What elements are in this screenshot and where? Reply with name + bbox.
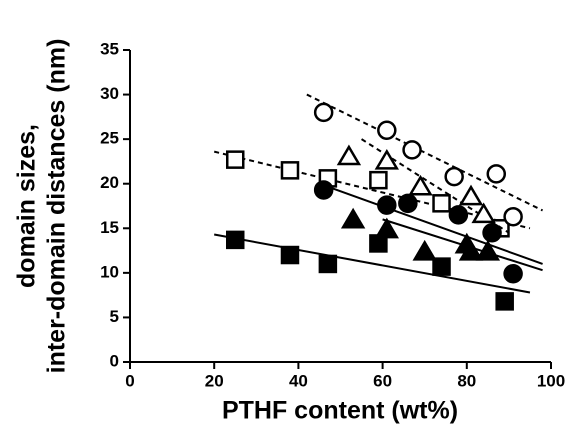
marker: [280, 245, 300, 265]
marker: [402, 140, 422, 160]
marker: [432, 257, 451, 276]
y-tick-label: 20: [100, 173, 119, 192]
marker: [340, 207, 366, 229]
marker: [280, 161, 300, 180]
marker: [318, 254, 338, 274]
marker: [486, 164, 507, 184]
x-tick-label: 20: [205, 371, 224, 390]
x-tick-label: 0: [125, 371, 134, 390]
y-tick-label: 10: [100, 262, 119, 281]
marker: [471, 202, 496, 224]
x-tick-label: 60: [373, 371, 392, 390]
fit-line: [319, 182, 543, 265]
marker: [408, 174, 433, 196]
y-axis-label: inter-domain distances (nm): [43, 39, 71, 374]
marker: [444, 166, 464, 187]
marker: [448, 205, 469, 225]
y-tick-label: 35: [100, 39, 119, 58]
marker: [458, 239, 484, 261]
y-axis-label: domain sizes,: [13, 124, 41, 288]
marker: [503, 263, 523, 284]
marker: [226, 150, 245, 169]
marker: [412, 239, 437, 261]
marker: [336, 144, 362, 166]
marker: [458, 184, 484, 206]
y-tick-label: 30: [100, 84, 119, 103]
marker: [495, 292, 514, 311]
y-tick-label: 25: [100, 129, 119, 148]
marker: [432, 194, 451, 213]
x-tick-label: 40: [289, 371, 308, 390]
marker: [503, 206, 523, 227]
marker: [313, 102, 334, 123]
marker: [226, 230, 245, 250]
fit-line: [214, 233, 531, 294]
marker: [369, 170, 388, 190]
marker: [377, 195, 397, 215]
marker: [475, 239, 501, 261]
marker: [398, 193, 418, 214]
y-tick-label: 15: [100, 218, 119, 237]
marker: [374, 148, 399, 170]
y-tick-label: 5: [110, 307, 119, 326]
y-tick-label: 0: [110, 351, 119, 370]
x-tick-label: 80: [457, 371, 476, 390]
marker: [482, 222, 502, 243]
marker: [313, 180, 334, 200]
x-tick-label: 100: [537, 371, 565, 390]
marker: [374, 217, 399, 239]
x-axis-label: PTHF content (wt%): [222, 397, 458, 425]
marker: [377, 120, 397, 140]
fit-line: [306, 93, 544, 212]
